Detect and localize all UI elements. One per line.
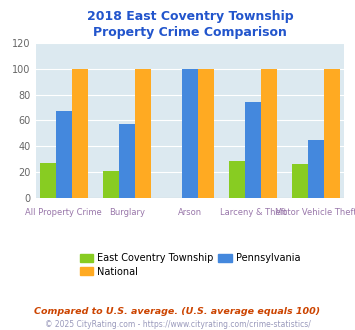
- Bar: [135, 69, 151, 198]
- Bar: [245, 102, 261, 198]
- Text: © 2025 CityRating.com - https://www.cityrating.com/crime-statistics/: © 2025 CityRating.com - https://www.city…: [45, 319, 310, 329]
- Bar: [308, 140, 324, 198]
- Bar: [103, 171, 119, 198]
- Bar: [56, 112, 72, 198]
- Bar: [40, 163, 56, 198]
- Bar: [198, 69, 214, 198]
- Bar: [119, 124, 135, 198]
- Text: Compared to U.S. average. (U.S. average equals 100): Compared to U.S. average. (U.S. average …: [34, 307, 321, 316]
- Bar: [261, 69, 277, 198]
- Bar: [182, 69, 198, 198]
- Title: 2018 East Coventry Township
Property Crime Comparison: 2018 East Coventry Township Property Cri…: [87, 10, 293, 39]
- Bar: [324, 69, 340, 198]
- Bar: [293, 164, 308, 198]
- Bar: [229, 160, 245, 198]
- Bar: [72, 69, 87, 198]
- Legend: East Coventry Township, National, Pennsylvania: East Coventry Township, National, Pennsy…: [76, 249, 304, 280]
